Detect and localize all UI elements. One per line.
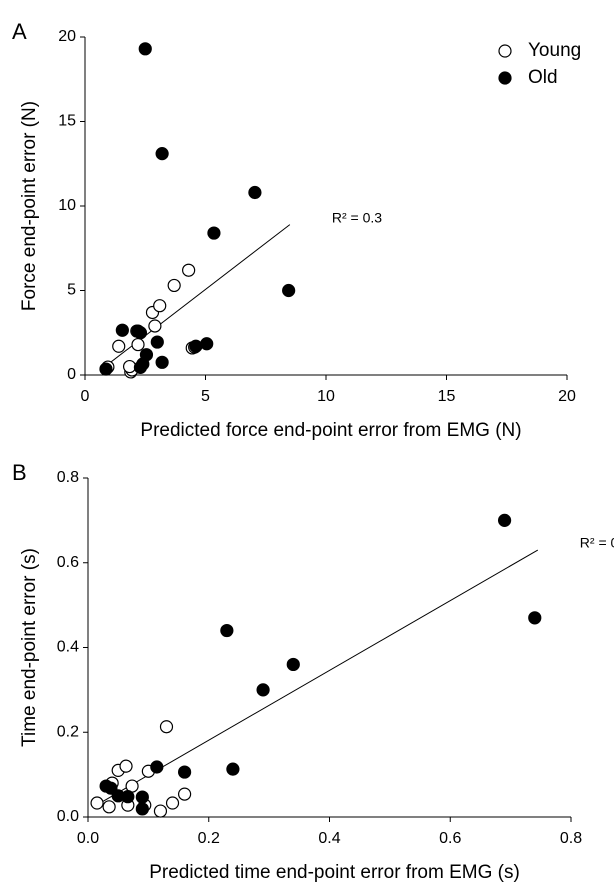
data-point bbox=[528, 611, 542, 625]
data-point bbox=[286, 657, 300, 672]
data-point bbox=[136, 357, 150, 371]
data-point bbox=[189, 339, 203, 353]
data-point bbox=[178, 787, 192, 801]
panel-label: B bbox=[12, 460, 27, 485]
y-tick-label: 15 bbox=[58, 113, 76, 130]
data-point bbox=[155, 355, 169, 369]
y-tick-label: 0.2 bbox=[57, 723, 79, 740]
x-axis-label: Predicted time end-point error from EMG … bbox=[149, 862, 520, 883]
data-point bbox=[112, 339, 126, 353]
y-tick-label: 0.6 bbox=[57, 554, 79, 571]
data-point bbox=[122, 359, 137, 374]
annotation: R² = 0.8 bbox=[580, 535, 614, 551]
data-point bbox=[148, 319, 162, 333]
x-tick-label: 0.0 bbox=[77, 830, 99, 847]
y-tick-label: 10 bbox=[58, 197, 76, 214]
data-point bbox=[153, 299, 167, 313]
data-point bbox=[135, 790, 149, 804]
x-tick-label: 20 bbox=[558, 388, 576, 405]
data-point bbox=[131, 337, 145, 352]
data-point bbox=[115, 323, 129, 337]
y-tick-label: 5 bbox=[67, 282, 76, 299]
data-point bbox=[155, 147, 169, 161]
x-tick-label: 10 bbox=[317, 388, 335, 405]
x-tick-label: 0 bbox=[81, 388, 90, 405]
data-point bbox=[497, 513, 512, 527]
data-point bbox=[207, 226, 221, 240]
data-point bbox=[182, 263, 196, 277]
data-point bbox=[178, 765, 192, 779]
data-point bbox=[102, 800, 116, 814]
y-tick-label: 0.0 bbox=[57, 808, 79, 825]
data-point bbox=[99, 362, 113, 376]
legend-label: Old bbox=[528, 67, 558, 88]
data-point bbox=[167, 278, 181, 293]
x-tick-label: 0.6 bbox=[439, 830, 461, 847]
data-point bbox=[200, 337, 214, 351]
legend-marker bbox=[498, 44, 512, 58]
data-point bbox=[150, 760, 164, 774]
data-point bbox=[153, 804, 168, 818]
y-tick-label: 0.4 bbox=[57, 639, 79, 656]
x-tick-label: 0.4 bbox=[318, 830, 340, 847]
x-tick-label: 0.8 bbox=[560, 830, 582, 847]
x-tick-label: 15 bbox=[438, 388, 456, 405]
x-axis-label: Predicted force end-point error from EMG… bbox=[140, 420, 521, 441]
data-point bbox=[282, 283, 296, 298]
data-point bbox=[133, 326, 148, 340]
data-point bbox=[119, 759, 133, 773]
y-tick-label: 0.8 bbox=[57, 469, 79, 486]
panel-label: A bbox=[12, 19, 27, 44]
y-tick-label: 20 bbox=[58, 28, 76, 45]
data-point bbox=[248, 185, 262, 200]
y-axis-label: Force end-point error (N) bbox=[19, 101, 40, 311]
data-point bbox=[256, 683, 270, 697]
x-tick-label: 5 bbox=[201, 388, 210, 405]
data-point bbox=[150, 335, 164, 349]
legend-marker bbox=[498, 71, 512, 85]
data-point bbox=[135, 802, 149, 816]
data-point bbox=[138, 42, 152, 56]
y-tick-label: 0 bbox=[67, 366, 76, 383]
data-point bbox=[226, 762, 240, 776]
data-point bbox=[220, 623, 234, 638]
annotation: R² = 0.3 bbox=[332, 209, 382, 225]
y-axis-label: Time end-point error (s) bbox=[19, 548, 40, 747]
data-point bbox=[165, 796, 180, 810]
fit-line bbox=[99, 549, 539, 804]
legend-label: Young bbox=[528, 40, 581, 61]
data-point bbox=[90, 796, 104, 810]
x-tick-label: 0.2 bbox=[198, 830, 220, 847]
data-point bbox=[159, 720, 174, 734]
data-point bbox=[121, 790, 135, 804]
